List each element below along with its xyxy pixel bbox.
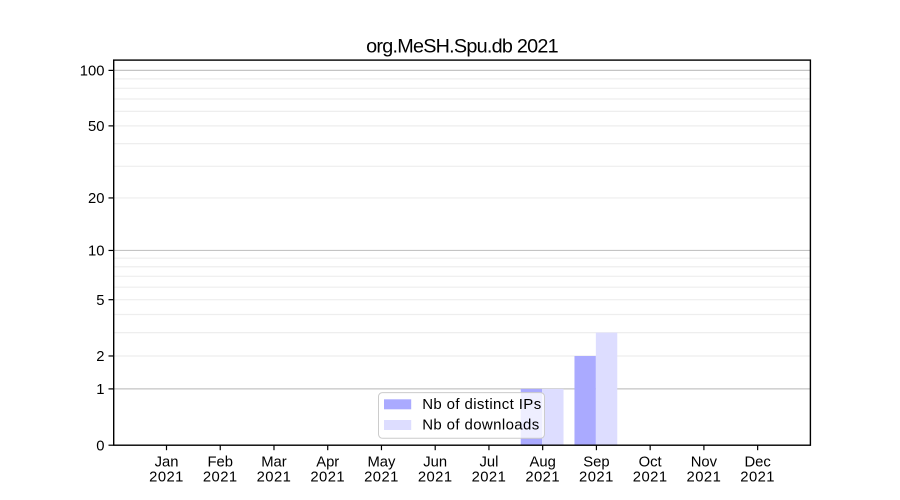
svg-text:Nb of downloads: Nb of downloads [422,417,539,434]
svg-text:Sep: Sep [583,455,609,471]
svg-text:2021: 2021 [740,469,775,485]
svg-text:Jan: Jan [155,455,179,471]
svg-text:2021: 2021 [149,469,184,485]
svg-text:20: 20 [88,191,104,207]
svg-text:2021: 2021 [687,469,722,485]
svg-text:Apr: Apr [316,455,339,471]
svg-text:2: 2 [96,349,104,365]
svg-text:2021: 2021 [472,469,507,485]
svg-text:2021: 2021 [257,469,292,485]
svg-text:50: 50 [88,119,104,135]
svg-text:Nov: Nov [691,455,718,471]
svg-text:Mar: Mar [261,455,287,471]
svg-text:2021: 2021 [310,469,345,485]
svg-text:5: 5 [96,293,104,309]
svg-text:Dec: Dec [744,455,771,471]
svg-text:2021: 2021 [418,469,453,485]
svg-text:1: 1 [96,382,104,398]
svg-text:2021: 2021 [633,469,668,485]
svg-text:May: May [367,455,396,471]
svg-text:Feb: Feb [207,455,233,471]
svg-text:Jul: Jul [479,455,498,471]
svg-text:10: 10 [88,244,104,260]
svg-text:org.MeSH.Spu.db 2021: org.MeSH.Spu.db 2021 [366,36,558,58]
svg-text:0: 0 [96,438,104,454]
svg-text:Nb of distinct IPs: Nb of distinct IPs [422,396,541,413]
svg-text:2021: 2021 [203,469,238,485]
svg-text:Jun: Jun [423,455,447,471]
svg-text:2021: 2021 [364,469,399,485]
svg-text:Oct: Oct [639,455,662,471]
svg-text:2021: 2021 [579,469,614,485]
svg-text:Aug: Aug [530,455,556,471]
svg-text:2021: 2021 [525,469,560,485]
svg-text:100: 100 [80,64,105,80]
